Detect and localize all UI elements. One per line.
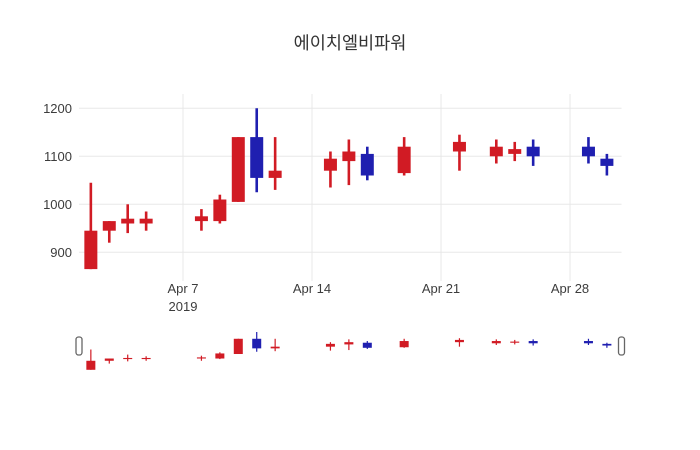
mini-candle-body	[270, 346, 280, 349]
range-slider-left-handle[interactable]	[75, 336, 83, 356]
mini-candle-Apr-15	[325, 342, 335, 351]
mini-candle-body	[583, 341, 593, 344]
mini-candle-body	[528, 341, 538, 344]
candle-Apr-19	[397, 137, 411, 176]
candle-body	[360, 153, 374, 176]
candle-body	[489, 146, 503, 157]
candle-body	[452, 141, 466, 152]
candle-Apr-25	[508, 141, 522, 162]
mini-candle-Apr-12	[270, 338, 280, 352]
mini-candle-Apr-8	[196, 355, 206, 361]
main-candles	[84, 108, 614, 270]
candle-Apr-2	[84, 182, 98, 270]
candle-body	[102, 221, 116, 231]
candle-body	[121, 218, 135, 224]
candle-body	[600, 158, 614, 166]
mini-candle-Apr-9	[215, 352, 225, 360]
mini-candle-Apr-30	[602, 342, 612, 348]
y-axis-tick-labels: 1200 1100 1000 900	[43, 101, 72, 260]
mini-candle-Apr-24	[491, 339, 501, 345]
candle-Apr-9	[213, 194, 227, 224]
mini-candle-Apr-11	[252, 332, 262, 352]
mini-candle-body	[399, 341, 409, 348]
chart-title: 에이치엘비파워	[294, 33, 407, 53]
candle-Apr-4	[121, 204, 135, 234]
range-slider-right-handle[interactable]	[617, 336, 626, 356]
mini-candle-body	[252, 338, 262, 349]
mini-candle-Apr-5	[141, 356, 151, 361]
candle-Apr-16	[342, 139, 356, 186]
candle-Apr-22	[452, 134, 466, 171]
y-tick-label: 900	[50, 245, 72, 260]
mini-candle-body	[454, 339, 464, 343]
mini-candle-Apr-25	[510, 339, 520, 345]
candle-Apr-24	[489, 139, 503, 164]
x-axis-tick-labels: Apr 7 2019 Apr 14 Apr 21 Apr 28	[167, 281, 589, 314]
candle-body	[342, 151, 356, 162]
mini-candle-body	[325, 343, 335, 347]
candle-Apr-11	[250, 108, 264, 193]
mini-candle-Apr-26	[528, 339, 538, 346]
candle-body	[268, 170, 282, 178]
range-slider-track[interactable]	[79, 329, 622, 373]
y-tick-label: 1100	[44, 149, 72, 164]
mini-candle-body	[215, 353, 225, 359]
mini-candle-Apr-19	[399, 338, 409, 348]
mini-candle-body	[141, 357, 151, 360]
candle-body	[397, 146, 411, 174]
y-tick-label: 1000	[43, 197, 72, 212]
mini-candle-body	[196, 357, 206, 359]
candle-Apr-5	[139, 211, 153, 231]
x-tick-label: Apr 28	[551, 281, 589, 296]
mini-candle-body	[104, 358, 114, 361]
mini-candle-Apr-17	[362, 341, 372, 349]
x-tick-label: Apr 7	[167, 281, 198, 296]
candle-Apr-10	[231, 137, 245, 202]
mini-candle-Apr-4	[123, 354, 133, 362]
mini-candle-Apr-22	[454, 338, 464, 347]
x-tick-label: Apr 14	[293, 281, 331, 296]
x-tick-label: Apr 21	[422, 281, 460, 296]
candle-body	[526, 146, 540, 157]
mini-candle-body	[233, 338, 243, 355]
mini-candle-body	[602, 343, 612, 346]
y-tick-label: 1200	[43, 101, 72, 116]
mini-candle-body	[344, 342, 354, 345]
candle-Apr-30	[600, 153, 614, 176]
x-tick-year-label: 2019	[169, 299, 198, 314]
mini-candle-Apr-3	[104, 358, 114, 364]
mini-candle-body	[510, 341, 520, 343]
gridlines	[79, 94, 622, 281]
candle-body	[581, 146, 595, 157]
candle-Apr-3	[102, 221, 116, 243]
mini-candle-Apr-16	[344, 339, 354, 351]
candle-Apr-15	[323, 151, 337, 188]
range-slider[interactable]	[75, 329, 626, 373]
candle-body	[84, 230, 98, 270]
mini-candle-body	[123, 357, 133, 360]
candle-body	[213, 199, 227, 222]
mini-candle-body	[86, 360, 96, 370]
mini-candle-Apr-2	[86, 349, 96, 370]
candle-Apr-12	[268, 137, 282, 190]
candle-Apr-26	[526, 139, 540, 166]
candle-body	[250, 137, 264, 178]
candle-Apr-17	[360, 146, 374, 181]
candle-Apr-8	[194, 209, 208, 231]
mini-candle-body	[491, 341, 501, 344]
mini-candle-body	[362, 342, 372, 348]
candle-body	[194, 216, 208, 222]
mini-candle-Apr-29	[583, 338, 593, 345]
candle-body	[139, 218, 153, 224]
candle-body	[231, 137, 245, 202]
candle-body	[508, 149, 522, 154]
candle-Apr-29	[581, 137, 595, 164]
candle-body	[323, 158, 337, 171]
mini-candle-Apr-10	[233, 338, 243, 355]
